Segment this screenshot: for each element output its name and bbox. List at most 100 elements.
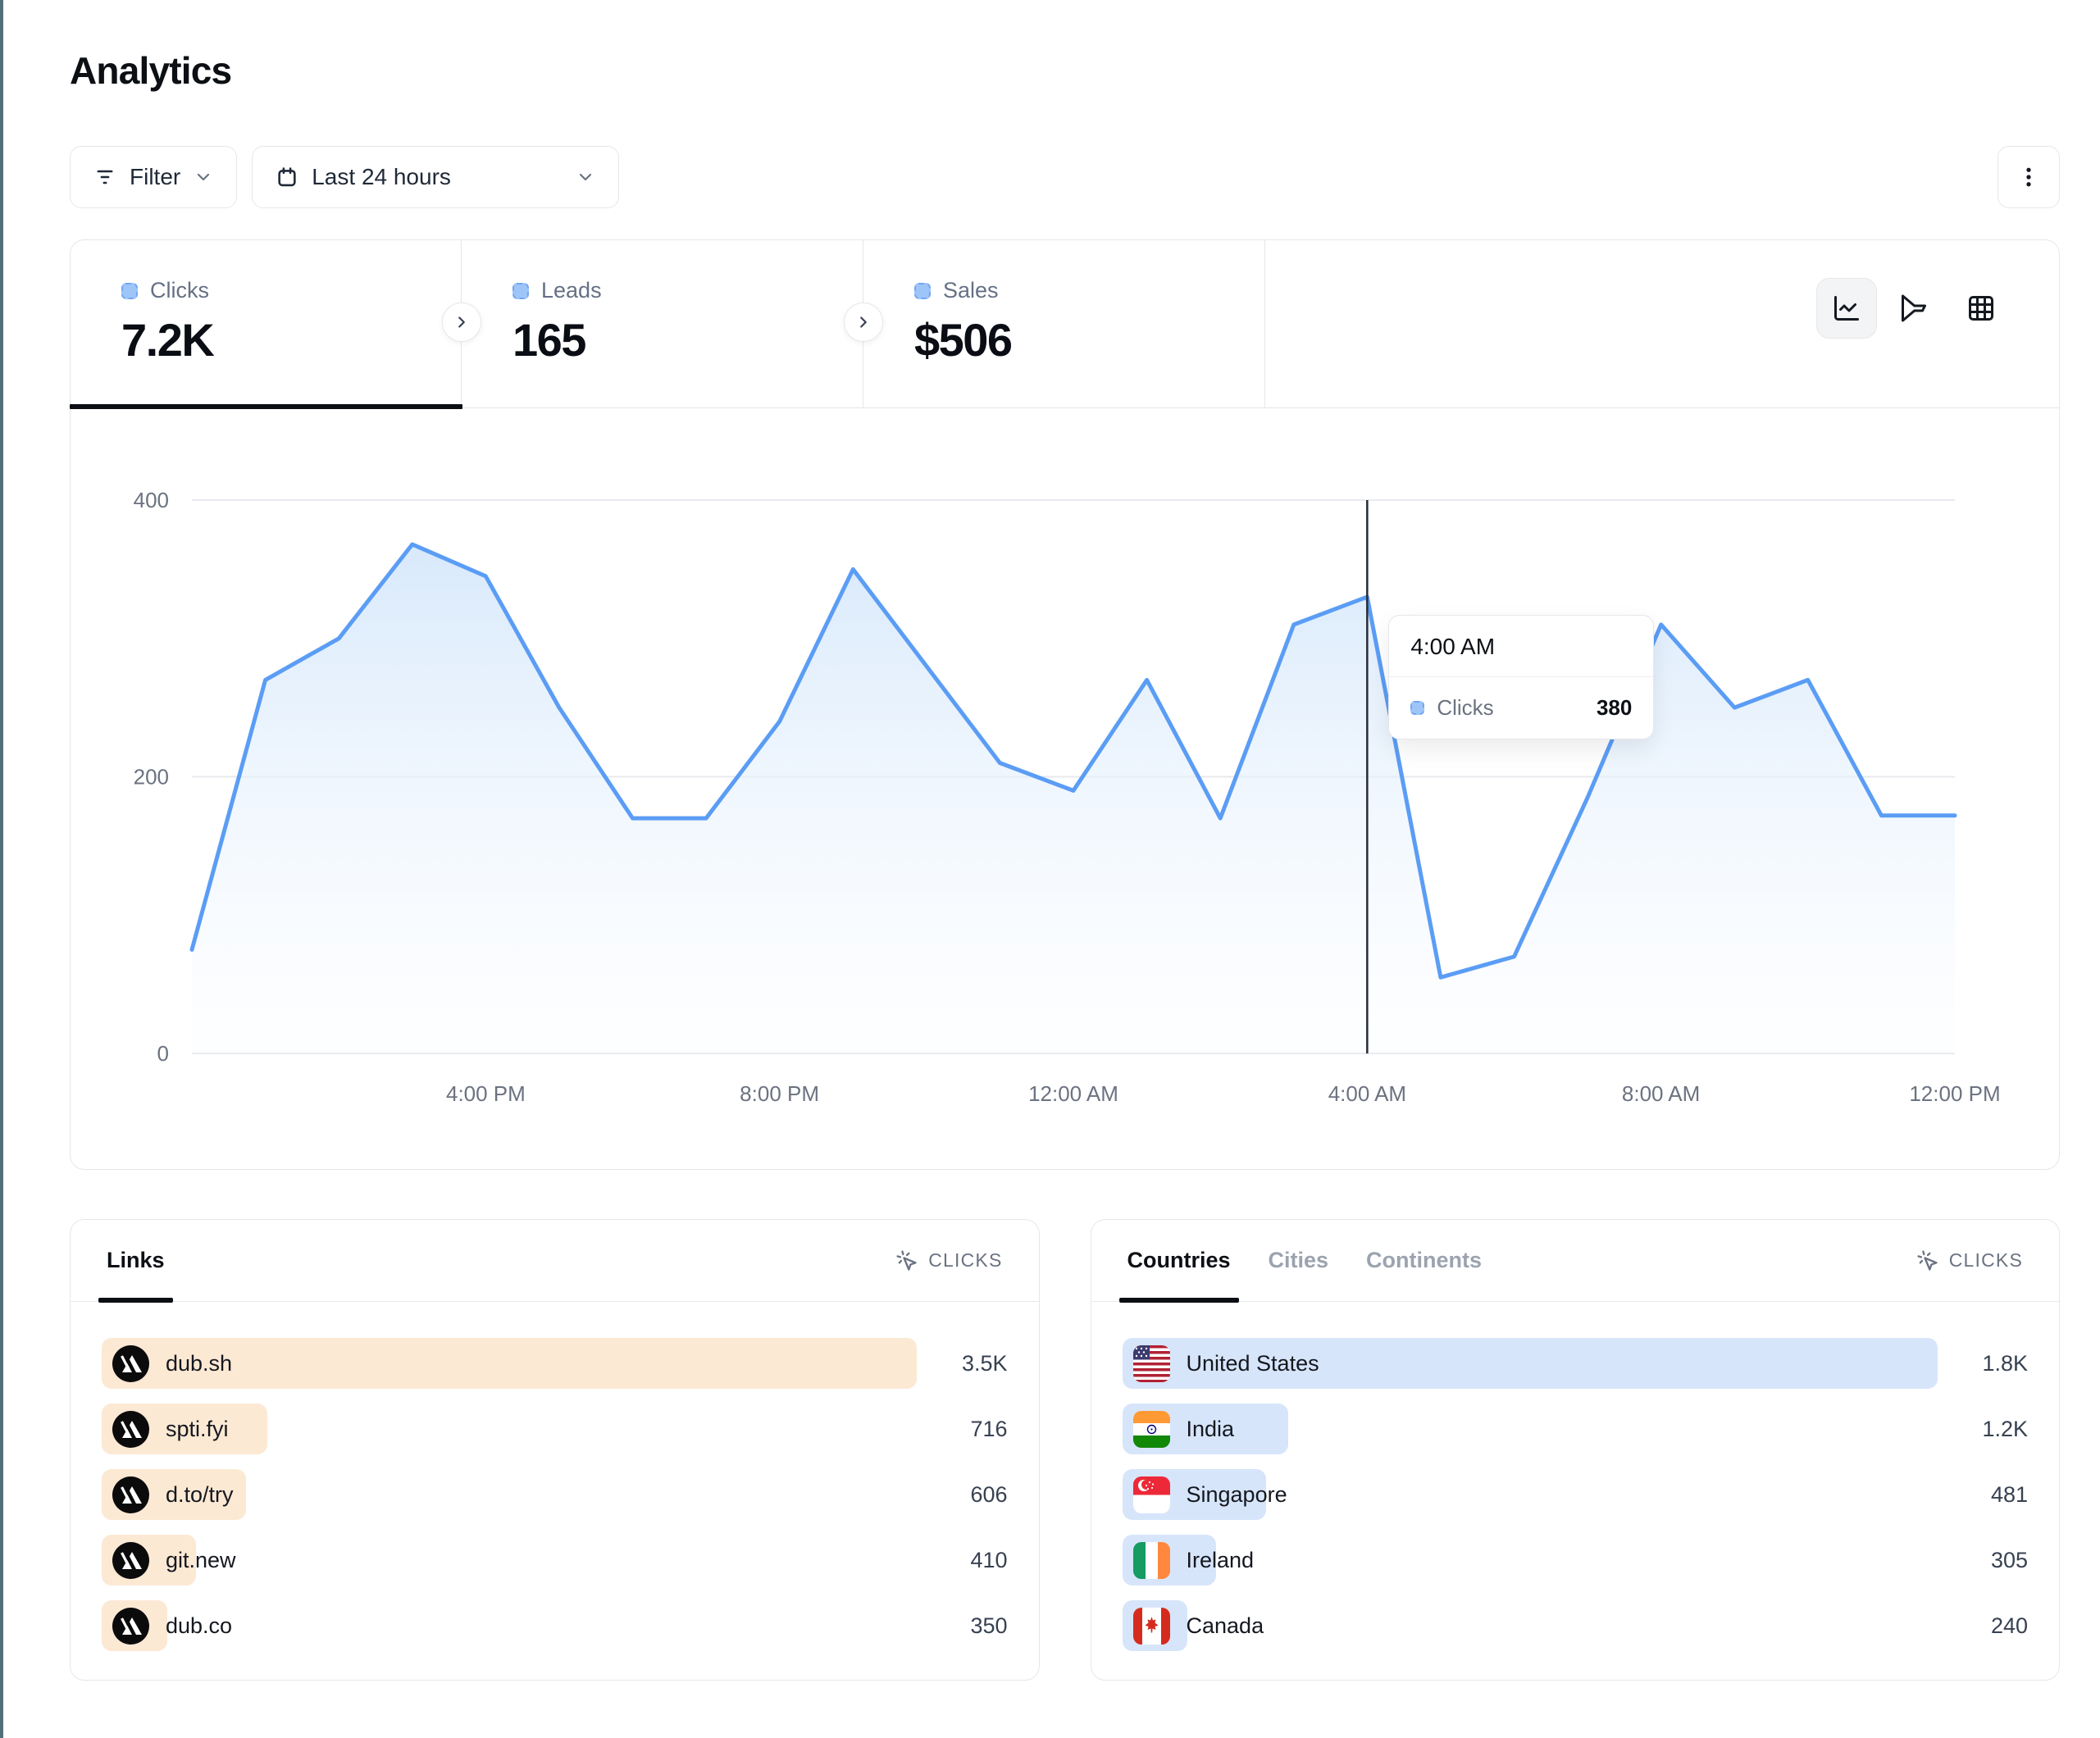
- tab-leads[interactable]: Leads 165: [462, 240, 863, 407]
- pointer-click-icon: [895, 1249, 918, 1272]
- country-label: United States: [1186, 1350, 1319, 1376]
- metric-label: CLICKS: [1948, 1249, 2023, 1271]
- link-label: dub.co: [166, 1613, 233, 1638]
- svg-text:12:00 PM: 12:00 PM: [1909, 1081, 2000, 1106]
- svg-text:8:00 PM: 8:00 PM: [740, 1081, 819, 1106]
- link-row[interactable]: spti.fyi 716: [102, 1404, 1008, 1454]
- chevron-down-icon: [194, 167, 213, 187]
- pointer-click-icon: [1916, 1249, 1939, 1272]
- filter-icon: [93, 166, 116, 189]
- tab-sales[interactable]: Sales $506: [863, 240, 1265, 407]
- panel-tab-cities[interactable]: Cities: [1268, 1248, 1329, 1272]
- leads-legend-square: [512, 282, 529, 299]
- link-value: 3.5K: [961, 1350, 1008, 1376]
- chevron-right-icon: [854, 313, 872, 331]
- countries-metric-button[interactable]: CLICKS: [1916, 1249, 2023, 1272]
- countries-panel: Countries Cities Continents CLICKS: [1090, 1219, 2060, 1681]
- tooltip-legend-square: [1410, 701, 1425, 715]
- dub-logo-icon: [112, 1476, 149, 1513]
- tab-clicks[interactable]: Clicks 7.2K: [69, 240, 462, 409]
- stat-label: Leads: [541, 278, 602, 303]
- link-row[interactable]: dub.co 350: [102, 1600, 1008, 1651]
- next-metric-button[interactable]: [844, 303, 883, 342]
- funnel-icon: [1899, 293, 1929, 323]
- dub-logo-icon: [112, 1541, 149, 1579]
- stat-value: $506: [914, 314, 1013, 366]
- singapore-flag-icon: [1132, 1476, 1170, 1513]
- view-toggle-table[interactable]: [1951, 278, 2011, 339]
- svg-text:4:00 PM: 4:00 PM: [446, 1081, 526, 1106]
- svg-text:4:00 AM: 4:00 AM: [1328, 1081, 1406, 1106]
- country-row[interactable]: Canada 240: [1122, 1600, 2028, 1651]
- view-toggle-line-chart[interactable]: [1816, 278, 1877, 339]
- chevron-right-icon: [453, 313, 471, 331]
- stat-label: Clicks: [150, 278, 209, 303]
- svg-text:200: 200: [134, 765, 169, 789]
- sales-legend-square: [914, 282, 931, 299]
- date-range-button[interactable]: Last 24 hours: [252, 146, 619, 208]
- country-label: Singapore: [1186, 1481, 1287, 1507]
- tooltip-series-label: Clicks: [1437, 695, 1494, 720]
- canada-flag-icon: [1132, 1607, 1170, 1645]
- grid-icon: [1966, 293, 1996, 323]
- india-flag-icon: [1132, 1410, 1170, 1448]
- country-value: 1.2K: [1982, 1416, 2028, 1441]
- stat-value: 7.2K: [121, 314, 215, 366]
- link-value: 410: [970, 1547, 1008, 1572]
- country-row[interactable]: India 1.2K: [1122, 1404, 2028, 1454]
- svg-text:0: 0: [157, 1041, 169, 1066]
- link-label: dub.sh: [166, 1350, 233, 1376]
- analytics-page: Analytics Filter Last 24 hours: [69, 49, 2060, 1681]
- tooltip-time: 4:00 AM: [1389, 616, 1654, 677]
- panel-tab-links[interactable]: Links: [98, 1220, 172, 1303]
- country-label: India: [1186, 1416, 1235, 1441]
- analytics-card: Clicks 7.2K Leads 165 Sales $506: [69, 239, 2060, 1170]
- filter-button[interactable]: Filter: [70, 146, 238, 208]
- link-value: 350: [970, 1613, 1008, 1638]
- page-title: Analytics: [70, 49, 232, 92]
- toolbar-filters: Filter Last 24 hours: [70, 146, 619, 208]
- link-label: git.new: [166, 1547, 236, 1572]
- country-value: 481: [1990, 1481, 2028, 1507]
- clicks-legend-square: [121, 282, 138, 299]
- link-row[interactable]: git.new 410: [102, 1535, 1008, 1586]
- country-row[interactable]: Ireland 305: [1122, 1535, 2028, 1586]
- panel-tab-continents[interactable]: Continents: [1366, 1248, 1483, 1272]
- toolbar: Filter Last 24 hours: [70, 146, 2060, 208]
- calendar-icon: [276, 166, 298, 189]
- stats-tabs: Clicks 7.2K Leads 165 Sales $506: [69, 240, 2059, 409]
- links-panel: Links CLICKS dub.sh 3.5K: [70, 1219, 1040, 1681]
- link-value: 606: [970, 1481, 1008, 1507]
- country-value: 1.8K: [1982, 1350, 2028, 1376]
- us-flag-icon: [1132, 1344, 1170, 1382]
- dub-logo-icon: [112, 1344, 149, 1382]
- svg-text:8:00 AM: 8:00 AM: [1622, 1081, 1700, 1106]
- country-row[interactable]: Singapore 481: [1122, 1469, 2028, 1520]
- country-label: Ireland: [1186, 1547, 1255, 1572]
- clicks-area-chart[interactable]: 400 200 0 4:00 PM 8:00 PM 12:00 AM 4:00 AM 8:00…: [134, 488, 2001, 1106]
- tooltip-value: 380: [1596, 695, 1633, 720]
- chart-view-toggles: [1816, 278, 2011, 339]
- panel-tab-countries[interactable]: Countries: [1118, 1220, 1239, 1303]
- links-metric-button[interactable]: CLICKS: [895, 1249, 1002, 1272]
- view-toggle-funnel[interactable]: [1884, 278, 1944, 339]
- country-row[interactable]: United States 1.8K: [1122, 1338, 2028, 1389]
- link-row[interactable]: d.to/try 606: [102, 1469, 1008, 1520]
- link-label: d.to/try: [166, 1481, 234, 1507]
- next-metric-button[interactable]: [442, 303, 481, 342]
- stat-label: Sales: [943, 278, 999, 303]
- kebab-icon: [2016, 165, 2041, 189]
- date-range-label: Last 24 hours: [312, 164, 451, 189]
- country-value: 240: [1990, 1613, 2028, 1638]
- chart-tooltip: 4:00 AM Clicks 380: [1388, 615, 1655, 739]
- svg-text:400: 400: [134, 488, 169, 512]
- stat-value: 165: [512, 314, 586, 366]
- chart-section: 400 200 0 4:00 PM 8:00 PM 12:00 AM 4:00 AM 8:00…: [71, 408, 2059, 1169]
- country-label: Canada: [1186, 1613, 1264, 1638]
- link-row[interactable]: dub.sh 3.5K: [102, 1338, 1008, 1389]
- more-menu-button[interactable]: [1998, 146, 2060, 208]
- chevron-down-icon: [576, 167, 595, 187]
- dub-logo-icon: [112, 1607, 149, 1645]
- metric-label: CLICKS: [928, 1249, 1003, 1271]
- ireland-flag-icon: [1132, 1541, 1170, 1579]
